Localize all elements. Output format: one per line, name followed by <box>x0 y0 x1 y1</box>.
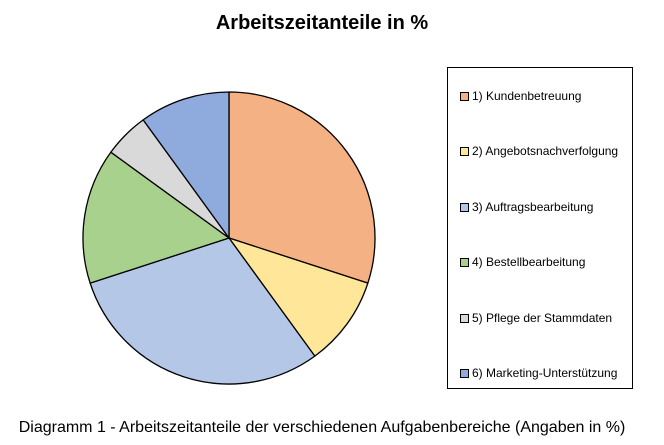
pie-slice-6 <box>142 91 230 239</box>
legend-label-6: 6) Marketing-Unterstützung <box>472 366 618 380</box>
legend-swatch-4 <box>460 257 469 267</box>
pie-slice-2 <box>228 237 369 357</box>
legend-swatch-5 <box>460 313 469 323</box>
figure-caption: Diagramm 1 - Arbeitszeitanteile der vers… <box>18 419 626 436</box>
legend-item-5: 5) Pflege der Stammdaten <box>460 311 612 325</box>
legend-item-2: 2) Angebotsnachverfolgung <box>460 144 618 158</box>
legend-swatch-1 <box>460 91 469 101</box>
legend-label-2: 2) Angebotsnachverfolgung <box>472 144 619 158</box>
legend-item-1: 1) Kundenbetreuung <box>460 89 581 103</box>
pie-slice-4 <box>82 151 230 284</box>
legend-item-4: 4) Bestellbearbeitung <box>460 255 585 269</box>
legend-label-3: 3) Auftragsbearbeitung <box>472 200 594 214</box>
legend-item-6: 6) Marketing-Unterstützung <box>460 366 617 380</box>
legend-item-3: 3) Auftragsbearbeitung <box>460 200 593 214</box>
pie-slice-3 <box>89 237 316 385</box>
legend-label-4: 4) Bestellbearbeitung <box>472 255 586 269</box>
legend-label-1: 1) Kundenbetreuung <box>472 89 582 103</box>
legend-swatch-2 <box>460 146 469 156</box>
chart-legend: 1) Kundenbetreuung 2) Angebotsnachverfol… <box>447 67 633 389</box>
chart-title: Arbeitszeitanteile in % <box>215 12 429 34</box>
legend-swatch-3 <box>460 202 469 212</box>
legend-label-5: 5) Pflege der Stammdaten <box>472 311 613 325</box>
pie-slice-1 <box>228 91 376 284</box>
legend-swatch-6 <box>460 368 469 378</box>
